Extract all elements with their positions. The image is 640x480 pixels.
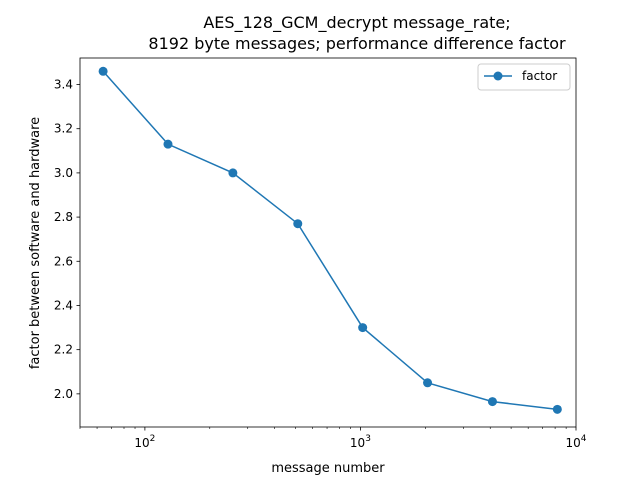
legend-frame [477, 63, 571, 91]
x-tick-label: 103 [350, 434, 371, 450]
data-point [552, 404, 562, 414]
series-line-factor [102, 70, 558, 411]
legend-marker-swatch [493, 71, 503, 81]
plot-area-frame [79, 57, 577, 428]
legend-label-factor: factor [522, 69, 557, 83]
chart-title-line-2: 8192 byte messages; performance differen… [148, 34, 566, 53]
legend: factor [477, 63, 571, 91]
data-point [163, 139, 173, 149]
y-tick-label: 2.0 [54, 387, 73, 401]
plot-series-group [102, 70, 558, 411]
y-axis-ticks: 2.0 2.2 2.4 2.6 2.8 3.0 3.2 3.4 [54, 78, 80, 401]
x-tick-label: 104 [565, 434, 586, 450]
y-tick-label: 2.6 [54, 254, 73, 268]
data-point [487, 397, 497, 407]
x-tick-label: 102 [134, 434, 155, 450]
data-point [228, 168, 238, 178]
chart-title-line-1: AES_128_GCM_decrypt message_rate; [203, 13, 510, 33]
data-point [423, 378, 433, 388]
x-axis-ticks: 102 103 104 [79, 427, 587, 450]
y-axis-label: factor between software and hardware [28, 117, 43, 369]
data-point [98, 66, 108, 76]
y-tick-label: 3.4 [54, 78, 73, 92]
data-point [293, 219, 303, 229]
y-tick-label: 2.4 [54, 298, 73, 312]
y-tick-label: 2.8 [54, 210, 73, 224]
y-tick-label: 3.2 [54, 122, 73, 136]
y-tick-label: 2.2 [54, 343, 73, 357]
x-axis-label: message number [271, 461, 385, 476]
data-point [358, 323, 368, 333]
plot-points-group [98, 66, 562, 414]
y-tick-label: 3.0 [54, 166, 73, 180]
